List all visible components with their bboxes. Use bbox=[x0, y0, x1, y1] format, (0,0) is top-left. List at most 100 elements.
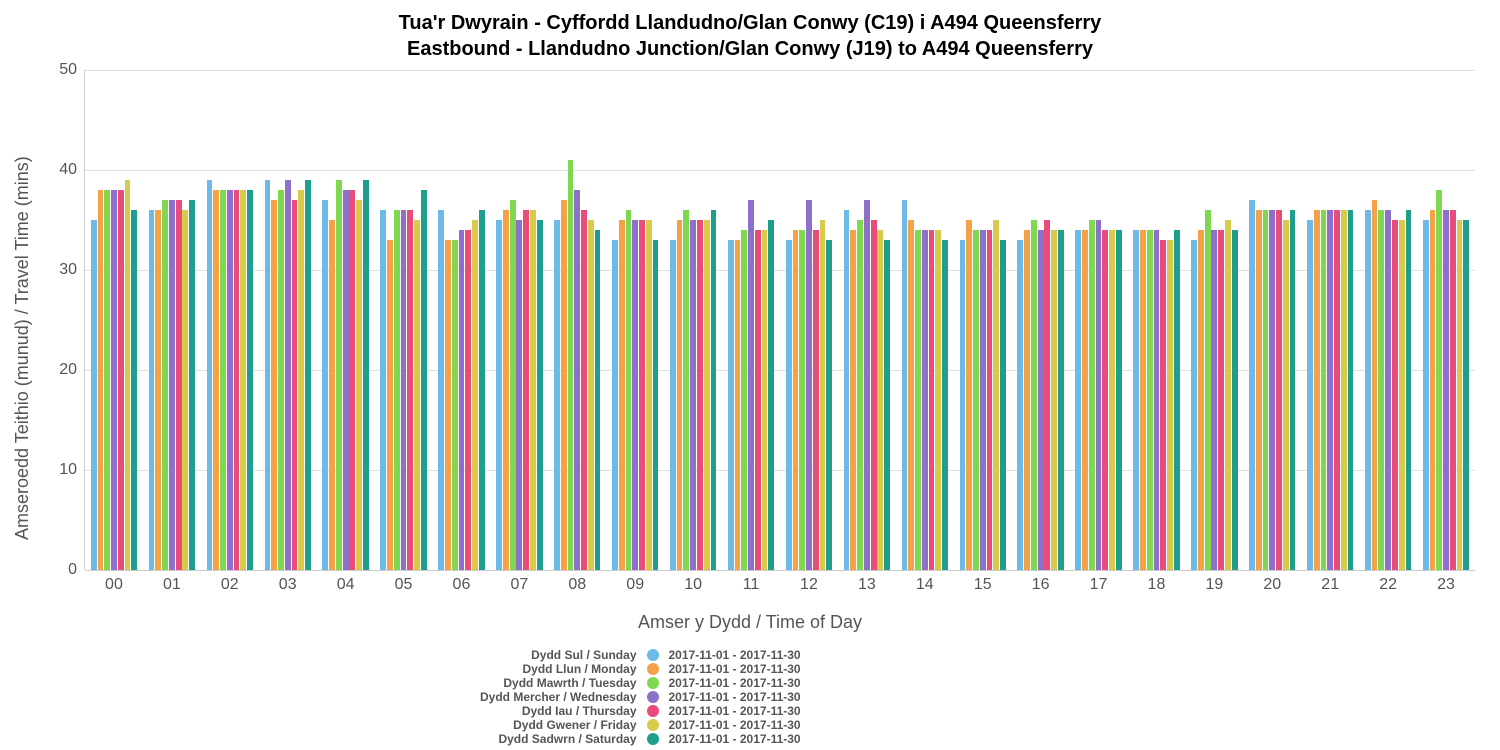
legend-swatch bbox=[647, 705, 659, 717]
bar bbox=[884, 240, 890, 570]
x-tick: 12 bbox=[800, 570, 818, 594]
bar bbox=[850, 230, 856, 570]
bar bbox=[1218, 230, 1224, 570]
bar bbox=[1058, 230, 1064, 570]
bar bbox=[1225, 220, 1231, 570]
x-tick: 23 bbox=[1437, 570, 1455, 594]
legend-date-range: 2017-11-01 - 2017-11-30 bbox=[669, 690, 801, 704]
bar bbox=[1017, 240, 1023, 570]
legend-date-range: 2017-11-01 - 2017-11-30 bbox=[669, 704, 801, 718]
bar bbox=[561, 200, 567, 570]
bar bbox=[343, 190, 349, 570]
bar bbox=[922, 230, 928, 570]
bar bbox=[1334, 210, 1340, 570]
bar bbox=[213, 190, 219, 570]
bar bbox=[104, 190, 110, 570]
x-tick: 18 bbox=[1148, 570, 1166, 594]
legend-day-label: Dydd Sul / Sunday bbox=[480, 648, 637, 662]
x-axis-label: Amser y Dydd / Time of Day bbox=[0, 612, 1500, 633]
bar bbox=[1276, 210, 1282, 570]
bar bbox=[1038, 230, 1044, 570]
bar bbox=[1348, 210, 1354, 570]
bar bbox=[523, 210, 529, 570]
x-tick: 22 bbox=[1379, 570, 1397, 594]
bar bbox=[1463, 220, 1469, 570]
bar bbox=[935, 230, 941, 570]
bar bbox=[516, 220, 522, 570]
bar bbox=[452, 240, 458, 570]
bar bbox=[265, 180, 271, 570]
bar bbox=[285, 180, 291, 570]
bar bbox=[414, 220, 420, 570]
bar bbox=[877, 230, 883, 570]
bar bbox=[973, 230, 979, 570]
bar bbox=[1154, 230, 1160, 570]
legend-swatch bbox=[647, 677, 659, 689]
bar bbox=[322, 200, 328, 570]
bar bbox=[1406, 210, 1412, 570]
legend-date-range: 2017-11-01 - 2017-11-30 bbox=[669, 676, 801, 690]
x-tick: 09 bbox=[626, 570, 644, 594]
bar bbox=[98, 190, 104, 570]
bar bbox=[960, 240, 966, 570]
bar bbox=[1430, 210, 1436, 570]
bar bbox=[799, 230, 805, 570]
bar bbox=[125, 180, 131, 570]
bar bbox=[697, 220, 703, 570]
bar bbox=[626, 210, 632, 570]
bar bbox=[653, 240, 659, 570]
chart-title-line1: Tua'r Dwyrain - Cyffordd Llandudno/Glan … bbox=[0, 10, 1500, 36]
bar bbox=[1341, 210, 1347, 570]
bar bbox=[247, 190, 253, 570]
bar bbox=[908, 220, 914, 570]
bar bbox=[1075, 230, 1081, 570]
bar bbox=[1327, 210, 1333, 570]
bar bbox=[915, 230, 921, 570]
chart-title: Tua'r Dwyrain - Cyffordd Llandudno/Glan … bbox=[0, 10, 1500, 62]
bar bbox=[155, 210, 161, 570]
bar bbox=[530, 210, 536, 570]
bar bbox=[1365, 210, 1371, 570]
bar bbox=[292, 200, 298, 570]
bar bbox=[1263, 210, 1269, 570]
bar bbox=[993, 220, 999, 570]
bar bbox=[503, 210, 509, 570]
bar bbox=[595, 230, 601, 570]
bar bbox=[1044, 220, 1050, 570]
bar bbox=[271, 200, 277, 570]
bar bbox=[1314, 210, 1320, 570]
bar bbox=[1321, 210, 1327, 570]
bar bbox=[748, 200, 754, 570]
bar bbox=[639, 220, 645, 570]
bar bbox=[677, 220, 683, 570]
bar bbox=[1232, 230, 1238, 570]
bar bbox=[401, 210, 407, 570]
bar bbox=[568, 160, 574, 570]
bar bbox=[1385, 210, 1391, 570]
x-tick: 05 bbox=[395, 570, 413, 594]
bar bbox=[768, 220, 774, 570]
bar bbox=[234, 190, 240, 570]
bar bbox=[683, 210, 689, 570]
x-tick: 16 bbox=[1032, 570, 1050, 594]
legend-date-range: 2017-11-01 - 2017-11-30 bbox=[669, 718, 801, 732]
x-tick: 00 bbox=[105, 570, 123, 594]
y-tick: 50 bbox=[59, 61, 85, 79]
bar bbox=[1457, 220, 1463, 570]
bar bbox=[1024, 230, 1030, 570]
bar bbox=[118, 190, 124, 570]
legend-day-label: Dydd Iau / Thursday bbox=[480, 704, 637, 718]
bar bbox=[612, 240, 618, 570]
bar bbox=[755, 230, 761, 570]
x-tick: 07 bbox=[510, 570, 528, 594]
bar bbox=[329, 220, 335, 570]
bar bbox=[806, 200, 812, 570]
bar bbox=[1423, 220, 1429, 570]
bar bbox=[581, 210, 587, 570]
bar bbox=[741, 230, 747, 570]
x-tick: 15 bbox=[974, 570, 992, 594]
y-tick: 10 bbox=[59, 461, 85, 479]
bar bbox=[207, 180, 213, 570]
bar bbox=[510, 200, 516, 570]
bar bbox=[820, 220, 826, 570]
